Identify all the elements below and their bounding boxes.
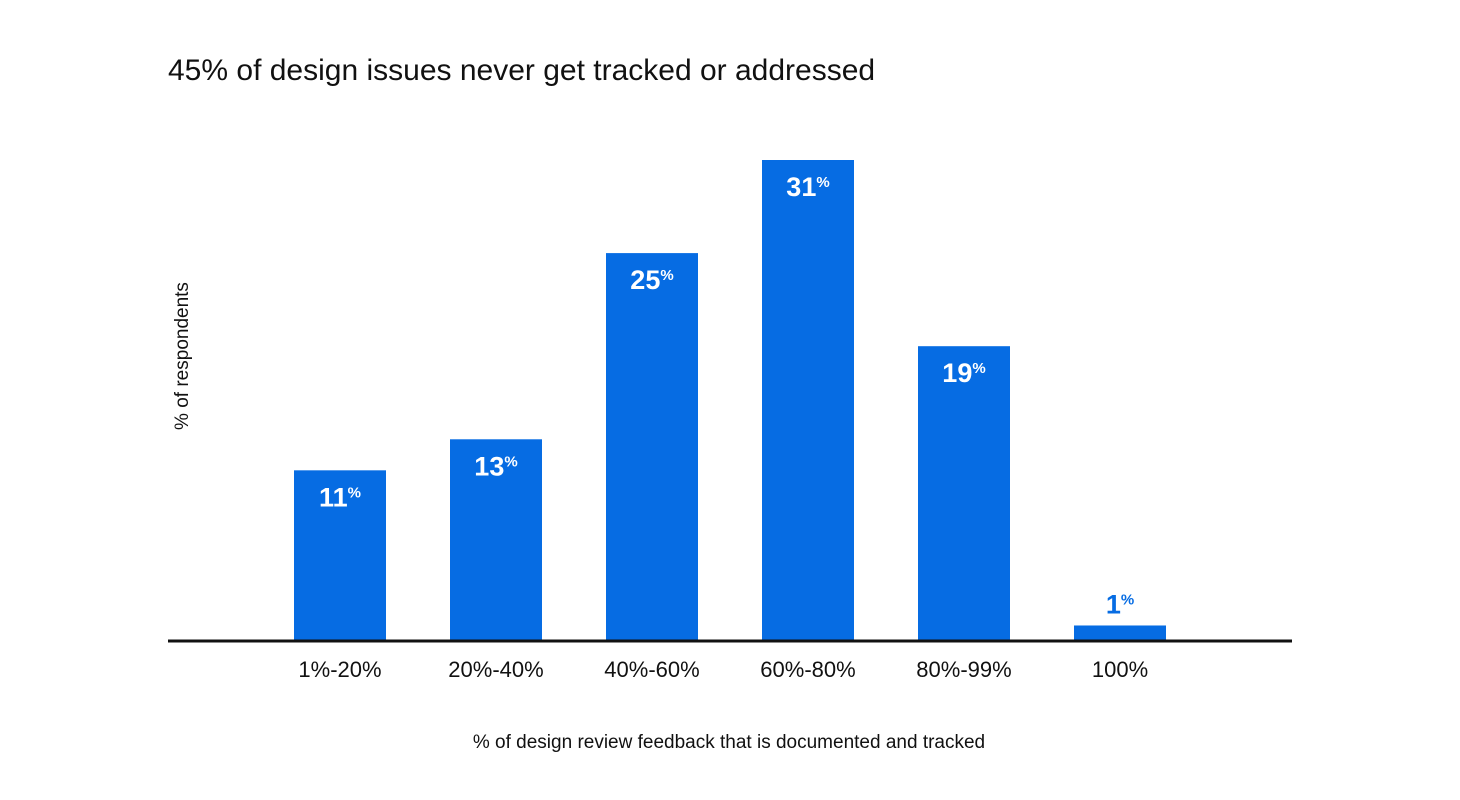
bar-value-label: 31% <box>786 172 829 202</box>
bar-value-label: 25% <box>630 265 673 295</box>
bar-value-label: 13% <box>474 451 517 481</box>
y-axis-label: % of respondents <box>172 282 193 430</box>
bar-6 <box>1074 625 1166 641</box>
x-tick-label: 60%-80% <box>760 657 855 682</box>
bar-3 <box>606 253 698 641</box>
x-tick-label: 100% <box>1092 657 1148 682</box>
x-tick-label: 1%-20% <box>298 657 381 682</box>
x-axis-label: % of design review feedback that is docu… <box>473 732 985 753</box>
x-tick-label: 40%-60% <box>604 657 699 682</box>
bar-4 <box>762 160 854 641</box>
bar-value-label: 1% <box>1106 589 1134 619</box>
bars-group: 11% 13% 25% 31% 19% 1% <box>294 160 1166 641</box>
bar-2 <box>450 439 542 641</box>
bar-1 <box>294 470 386 641</box>
x-tick-label: 80%-99% <box>916 657 1011 682</box>
chart-title: 45% of design issues never get tracked o… <box>168 54 875 87</box>
bar-value-label: 19% <box>942 358 985 388</box>
bar-value-label: 11% <box>319 482 361 512</box>
x-tick-label: 20%-40% <box>448 657 543 682</box>
bar-5 <box>918 346 1010 641</box>
x-tick-labels: 1%-20% 20%-40% 40%-60% 60%-80% 80%-99% 100% <box>298 657 1148 682</box>
